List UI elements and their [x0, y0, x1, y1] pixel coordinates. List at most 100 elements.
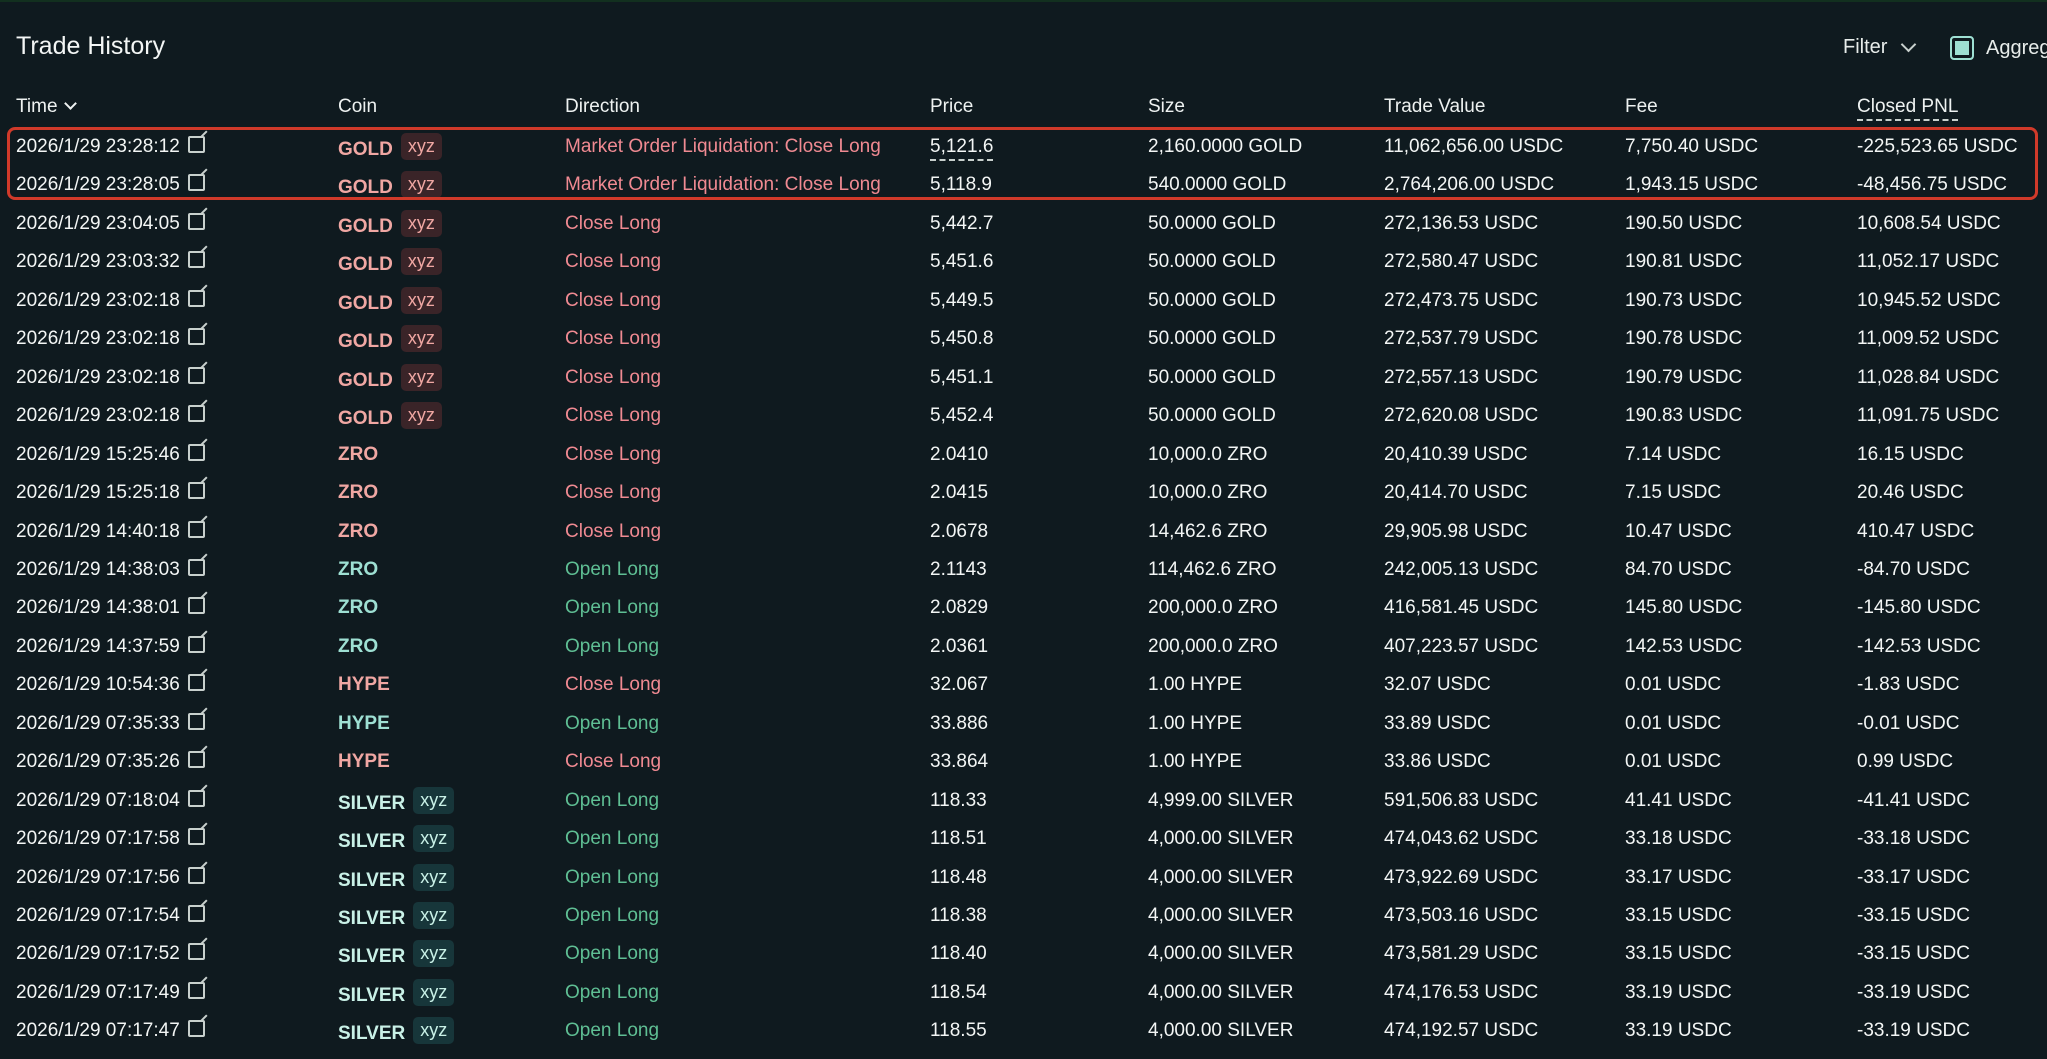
- trade-value-cell: 416,581.45 USDC: [1384, 597, 1539, 619]
- external-link-icon[interactable]: [187, 828, 205, 846]
- coin-name[interactable]: ZRO: [338, 597, 379, 619]
- external-link-icon[interactable]: [187, 520, 205, 538]
- coin-name[interactable]: GOLD: [338, 408, 393, 430]
- coin-name[interactable]: SILVER: [338, 1023, 406, 1045]
- table-row: 2026/1/29 07:17:47 SILVER xyz Open Long 118.…: [0, 1012, 2047, 1050]
- trade-value-cell: 407,223.57 USDC: [1384, 635, 1539, 657]
- size-cell: 4,000.00 SILVER: [1148, 905, 1294, 926]
- external-link-icon[interactable]: [187, 366, 205, 384]
- coin-name[interactable]: HYPE: [338, 712, 390, 734]
- size-cell: 4,999.00 SILVER: [1148, 789, 1294, 811]
- price-cell: 118.38: [930, 905, 987, 926]
- external-link-icon[interactable]: [187, 789, 205, 807]
- closed-pnl-cell: 410.47 USDC: [1857, 520, 1975, 542]
- coin-name[interactable]: HYPE: [338, 751, 390, 773]
- external-link-icon[interactable]: [187, 943, 205, 961]
- trade-value-cell: 272,136.53 USDC: [1384, 212, 1539, 234]
- column-header-time[interactable]: Time: [16, 96, 77, 118]
- fee-cell: 33.15 USDC: [1625, 905, 1732, 926]
- time-value: 2026/1/29 23:03:32: [16, 251, 180, 273]
- coin-name[interactable]: SILVER: [338, 831, 406, 853]
- size-cell: 4,000.00 SILVER: [1148, 981, 1294, 1003]
- time-cell: 2026/1/29 23:03:32: [16, 251, 205, 273]
- size-cell: 2,160.0000 GOLD: [1148, 136, 1303, 157]
- aggregate-checkbox[interactable]: [1950, 36, 1974, 60]
- coin-cell: ZRO: [338, 444, 378, 466]
- coin-name[interactable]: SILVER: [338, 946, 406, 968]
- time-cell: 2026/1/29 23:28:05: [16, 174, 205, 196]
- price-cell[interactable]: 5,118.9: [930, 174, 992, 200]
- coin-name[interactable]: ZRO: [338, 558, 379, 580]
- coin-name[interactable]: HYPE: [338, 674, 390, 696]
- external-link-icon[interactable]: [187, 443, 205, 461]
- coin-name[interactable]: ZRO: [338, 520, 379, 542]
- external-link-icon[interactable]: [187, 136, 205, 153]
- coin-cell: ZRO: [338, 559, 378, 581]
- fee-cell: 190.78 USDC: [1625, 328, 1743, 350]
- column-header-coin: Coin: [338, 96, 378, 117]
- external-link-icon[interactable]: [187, 905, 205, 922]
- external-link-icon[interactable]: [187, 751, 205, 769]
- coin-name[interactable]: GOLD: [338, 215, 393, 237]
- size-cell: 200,000.0 ZRO: [1148, 635, 1278, 657]
- external-link-icon[interactable]: [187, 482, 205, 500]
- coin-name[interactable]: GOLD: [338, 292, 393, 314]
- external-link-icon[interactable]: [187, 981, 205, 999]
- external-link-icon[interactable]: [187, 174, 205, 192]
- price-cell: 33.886: [930, 712, 989, 734]
- coin-name[interactable]: ZRO: [338, 482, 379, 504]
- size-cell: 50.0000 GOLD: [1148, 366, 1276, 388]
- coin-name[interactable]: GOLD: [338, 177, 393, 199]
- dex-tag: xyz: [400, 171, 442, 199]
- aggregate-toggle[interactable]: Aggreg: [1950, 36, 2047, 60]
- external-link-icon[interactable]: [187, 289, 205, 307]
- top-accent-line: [0, 0, 2047, 2]
- closed-pnl-cell: -33.15 USDC: [1857, 905, 1970, 926]
- external-link-icon[interactable]: [187, 866, 205, 884]
- size-cell: 4,000.00 SILVER: [1148, 1020, 1294, 1042]
- coin-name[interactable]: ZRO: [338, 635, 379, 657]
- external-link-icon[interactable]: [187, 597, 205, 615]
- price-cell: 5,450.8: [930, 328, 994, 350]
- coin-name[interactable]: GOLD: [338, 369, 393, 391]
- price-cell[interactable]: 5,121.6: [930, 136, 994, 161]
- coin-name[interactable]: ZRO: [338, 443, 379, 465]
- closed-pnl-cell: -225,523.65 USDC: [1857, 136, 2018, 157]
- table-row: 2026/1/29 23:28:05 GOLD xyz Market Order Li…: [0, 166, 2047, 204]
- trade-value-cell: 272,580.47 USDC: [1384, 251, 1539, 273]
- coin-name[interactable]: SILVER: [338, 792, 406, 814]
- size-cell: 200,000.0 ZRO: [1148, 597, 1278, 619]
- external-link-icon[interactable]: [187, 558, 205, 576]
- closed-pnl-cell: -0.01 USDC: [1857, 712, 1960, 734]
- external-link-icon[interactable]: [187, 328, 205, 346]
- coin-name[interactable]: GOLD: [338, 331, 393, 353]
- coin-cell: SILVER xyz: [338, 902, 455, 932]
- filter-dropdown[interactable]: Filter: [1843, 36, 1917, 59]
- external-link-icon[interactable]: [187, 635, 205, 653]
- coin-cell: GOLD xyz: [338, 133, 442, 163]
- external-link-icon[interactable]: [187, 212, 205, 230]
- external-link-icon[interactable]: [187, 251, 205, 269]
- coin-name[interactable]: SILVER: [338, 869, 406, 891]
- coin-cell: ZRO: [338, 521, 378, 543]
- time-cell: 2026/1/29 15:25:46: [16, 443, 205, 466]
- time-cell: 2026/1/29 07:17:54: [16, 905, 205, 927]
- coin-name[interactable]: SILVER: [338, 984, 406, 1006]
- column-header-closed-pnl[interactable]: Closed PNL: [1857, 96, 1959, 121]
- external-link-icon[interactable]: [187, 674, 205, 692]
- coin-name[interactable]: GOLD: [338, 139, 393, 160]
- external-link-icon[interactable]: [187, 1020, 205, 1038]
- time-value: 2026/1/29 07:17:58: [16, 828, 180, 850]
- time-value: 2026/1/29 23:02:18: [16, 405, 180, 427]
- time-value: 2026/1/29 23:02:18: [16, 289, 180, 311]
- dex-tag: xyz: [400, 209, 442, 237]
- table-row: 2026/1/29 07:17:52 SILVER xyz Open Long 118.…: [0, 935, 2047, 973]
- coin-cell: SILVER xyz: [338, 1017, 455, 1047]
- external-link-icon[interactable]: [187, 405, 205, 423]
- direction-cell: Open Long: [565, 789, 660, 811]
- coin-name[interactable]: GOLD: [338, 254, 393, 276]
- closed-pnl-cell: 10,945.52 USDC: [1857, 289, 2001, 311]
- chevron-down-icon: [1901, 36, 1917, 53]
- coin-name[interactable]: SILVER: [338, 908, 406, 929]
- external-link-icon[interactable]: [187, 712, 205, 730]
